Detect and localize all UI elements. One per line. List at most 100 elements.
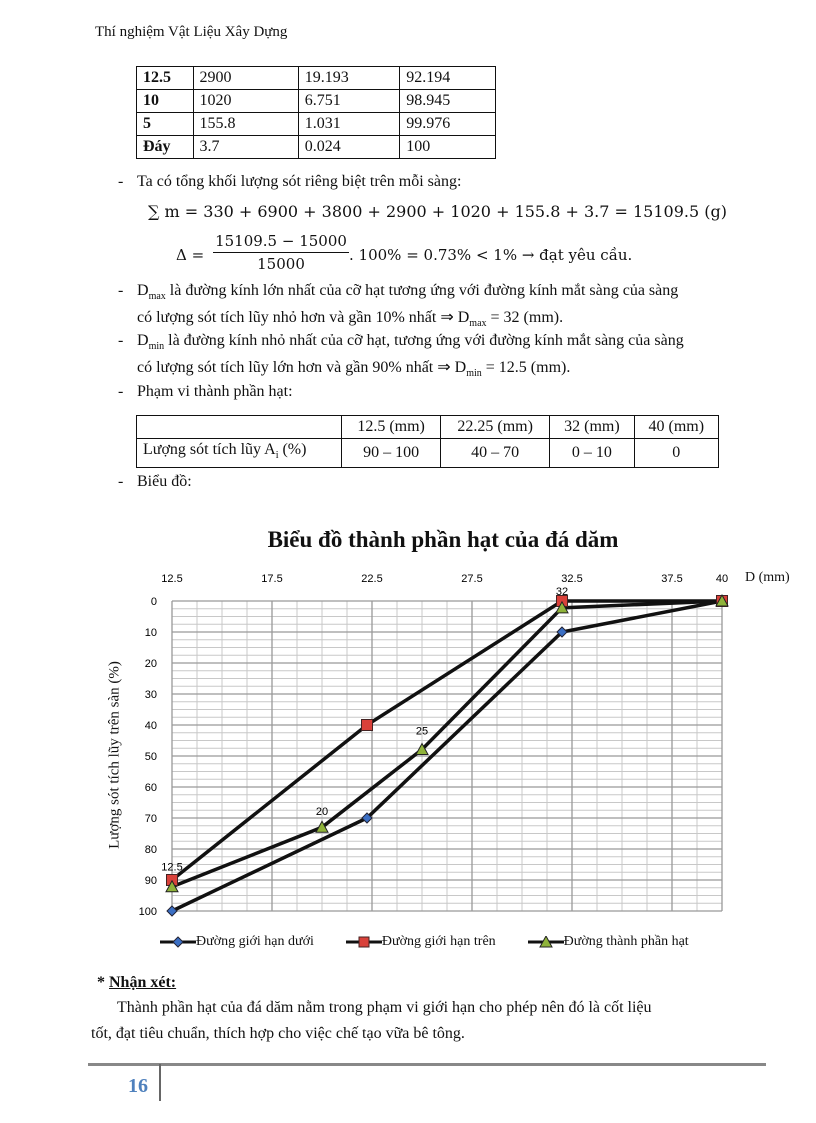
text: có lượng sót tích lũy nhỏ hơn và gần 10%… bbox=[137, 309, 470, 326]
x-tick-label: 40 bbox=[716, 573, 728, 585]
legend-label: Đường giới hạn trên bbox=[381, 934, 496, 949]
data-point-triangle bbox=[165, 879, 179, 893]
dmax-line-2: có lượng sót tích lũy nhỏ hơn và gần 10%… bbox=[137, 307, 563, 329]
legend-item-lower: Đường giới hạn dưới bbox=[160, 934, 314, 950]
y-tick-label: 40 bbox=[145, 720, 157, 732]
point-annotation: 12.5 bbox=[161, 862, 182, 874]
running-header: Thí nghiệm Vật Liệu Xây Dựng bbox=[95, 24, 288, 40]
table-cell: 19.193 bbox=[297, 66, 401, 90]
legend-label: Đường thành phần hạt bbox=[563, 934, 689, 949]
y-tick-label: 0 bbox=[151, 596, 157, 608]
text: Lượng sót tích lũy A bbox=[143, 441, 276, 458]
range-table: 12.5 (mm) 22.25 (mm) 32 (mm) 40 (mm) Lượ… bbox=[136, 415, 720, 469]
series-line-1 bbox=[170, 599, 722, 882]
point-annotation: 25 bbox=[416, 725, 428, 737]
text: là đường kính nhỏ nhất của cỡ hạt, tương… bbox=[164, 332, 684, 349]
cell: 40 (mm) bbox=[633, 415, 720, 439]
subscript: min bbox=[466, 368, 482, 380]
remark-heading: * Nhận xét: bbox=[97, 974, 176, 992]
x-tick-label: 32.5 bbox=[561, 573, 582, 585]
text: có lượng sót tích lũy lớn hơn và gần 90%… bbox=[137, 359, 467, 376]
y-tick-label: 10 bbox=[145, 627, 157, 639]
dmin-line-1: Dmin là đường kính nhỏ nhất của cỡ hạt, … bbox=[137, 332, 684, 352]
data-point-triangle bbox=[715, 593, 729, 607]
data-point-triangle bbox=[315, 820, 329, 833]
text: (%) bbox=[278, 441, 307, 458]
text: = 12.5 (mm). bbox=[481, 359, 571, 376]
page-number: 16 bbox=[128, 1075, 148, 1097]
bullet: - bbox=[118, 282, 124, 299]
point-annotation: 20 bbox=[316, 806, 328, 818]
point-annotation: 32 bbox=[556, 586, 568, 598]
text: * bbox=[97, 974, 109, 991]
cell: 90 – 100 bbox=[340, 437, 442, 469]
delta-denominator: 15000 bbox=[257, 255, 305, 273]
y-tick-label: 60 bbox=[145, 782, 157, 794]
table-cell: 100 bbox=[399, 135, 496, 159]
x-tick-label: 37.5 bbox=[661, 573, 682, 585]
bullet: - bbox=[118, 173, 124, 190]
x-axis-title: D (mm) bbox=[745, 570, 790, 585]
footer-vertical-divider bbox=[159, 1064, 161, 1101]
delta-numerator: 15109.5 − 15000 bbox=[215, 232, 347, 250]
sum-formula: ∑ m = 330 + 6900 + 3800 + 2900 + 1020 + … bbox=[148, 202, 727, 221]
triangle-marker-icon bbox=[527, 936, 564, 948]
chart-line: Biểu đồ: bbox=[137, 473, 192, 490]
table-cell: 155.8 bbox=[192, 112, 299, 136]
range-line: Phạm vi thành phần hạt: bbox=[137, 383, 293, 400]
chart-title: Biểu đồ thành phần hạt của đá dăm bbox=[267, 527, 619, 552]
bullet: - bbox=[118, 332, 124, 349]
text: D bbox=[137, 332, 149, 349]
cell: 0 – 10 bbox=[549, 437, 635, 469]
y-tick-label: 80 bbox=[145, 844, 157, 856]
table-cell: 0.024 bbox=[297, 135, 401, 159]
y-tick-label: 100 bbox=[139, 906, 157, 918]
data-point-diamond bbox=[166, 905, 178, 917]
legend-item-actual: Đường thành phần hạt bbox=[527, 934, 689, 950]
table-row: Đáy 3.7 0.024 100 bbox=[136, 135, 496, 159]
subscript: max bbox=[469, 318, 487, 330]
cell: 0 bbox=[633, 437, 720, 469]
delta-fraction: 15109.5 − 15000 15000 bbox=[213, 232, 349, 273]
range-value-row: Lượng sót tích lũy Ai (%) 90 – 100 40 – … bbox=[136, 437, 720, 469]
x-tick-label: 22.5 bbox=[361, 573, 382, 585]
data-point-diamond bbox=[361, 812, 373, 824]
text: = 32 (mm). bbox=[486, 309, 564, 326]
subscript: min bbox=[148, 341, 165, 353]
cell: 40 – 70 bbox=[440, 437, 551, 469]
series-line-0 bbox=[171, 599, 723, 913]
table-row: 10 1020 6.751 98.945 bbox=[136, 89, 496, 113]
data-point-square bbox=[361, 719, 373, 731]
y-tick-label: 90 bbox=[145, 875, 157, 887]
table-cell: 6.751 bbox=[297, 89, 401, 113]
x-tick-label: 17.5 bbox=[261, 573, 282, 585]
bullet: - bbox=[118, 383, 124, 400]
text: là đường kính lớn nhất của cỡ hạt tương … bbox=[165, 282, 679, 299]
delta-rhs: . 100% = 0.73% < 1% → đạt yêu cầu. bbox=[349, 246, 633, 264]
remark-line-2: tốt, đạt tiêu chuẩn, thích hợp cho việc … bbox=[91, 1025, 465, 1042]
remark-line-1: Thành phần hạt của đá dăm nằm trong phạm… bbox=[117, 999, 652, 1016]
legend-item-upper: Đường giới hạn trên bbox=[345, 934, 496, 950]
bullet: - bbox=[118, 473, 124, 490]
table-cell: 12.5 bbox=[136, 66, 194, 90]
subscript: max bbox=[148, 291, 166, 303]
dmin-line-2: có lượng sót tích lũy lớn hơn và gần 90%… bbox=[137, 357, 570, 379]
table-row: 12.5 2900 19.193 92.194 bbox=[136, 66, 496, 90]
table-cell: 99.976 bbox=[399, 112, 496, 136]
text: D bbox=[137, 282, 149, 299]
table-cell: 3.7 bbox=[192, 135, 299, 159]
table-cell: 98.945 bbox=[399, 89, 496, 113]
diamond-marker-icon bbox=[160, 936, 196, 948]
subscript: i bbox=[275, 450, 279, 462]
remark-title: Nhận xét: bbox=[109, 974, 177, 991]
dmax-line-1: Dmax là đường kính lớn nhất của cỡ hạt t… bbox=[137, 282, 678, 302]
sieve-table: 12.5 2900 19.193 92.194 10 1020 6.751 98.945 5 15… bbox=[136, 66, 496, 159]
footer-divider bbox=[88, 1063, 766, 1066]
delta-lhs: Δ = bbox=[176, 246, 205, 264]
y-tick-label: 50 bbox=[145, 751, 157, 763]
y-tick-label: 70 bbox=[145, 813, 157, 825]
y-tick-label: 30 bbox=[145, 689, 157, 701]
range-header-row: 12.5 (mm) 22.25 (mm) 32 (mm) 40 (mm) bbox=[136, 415, 720, 439]
x-tick-label: 27.5 bbox=[461, 573, 482, 585]
